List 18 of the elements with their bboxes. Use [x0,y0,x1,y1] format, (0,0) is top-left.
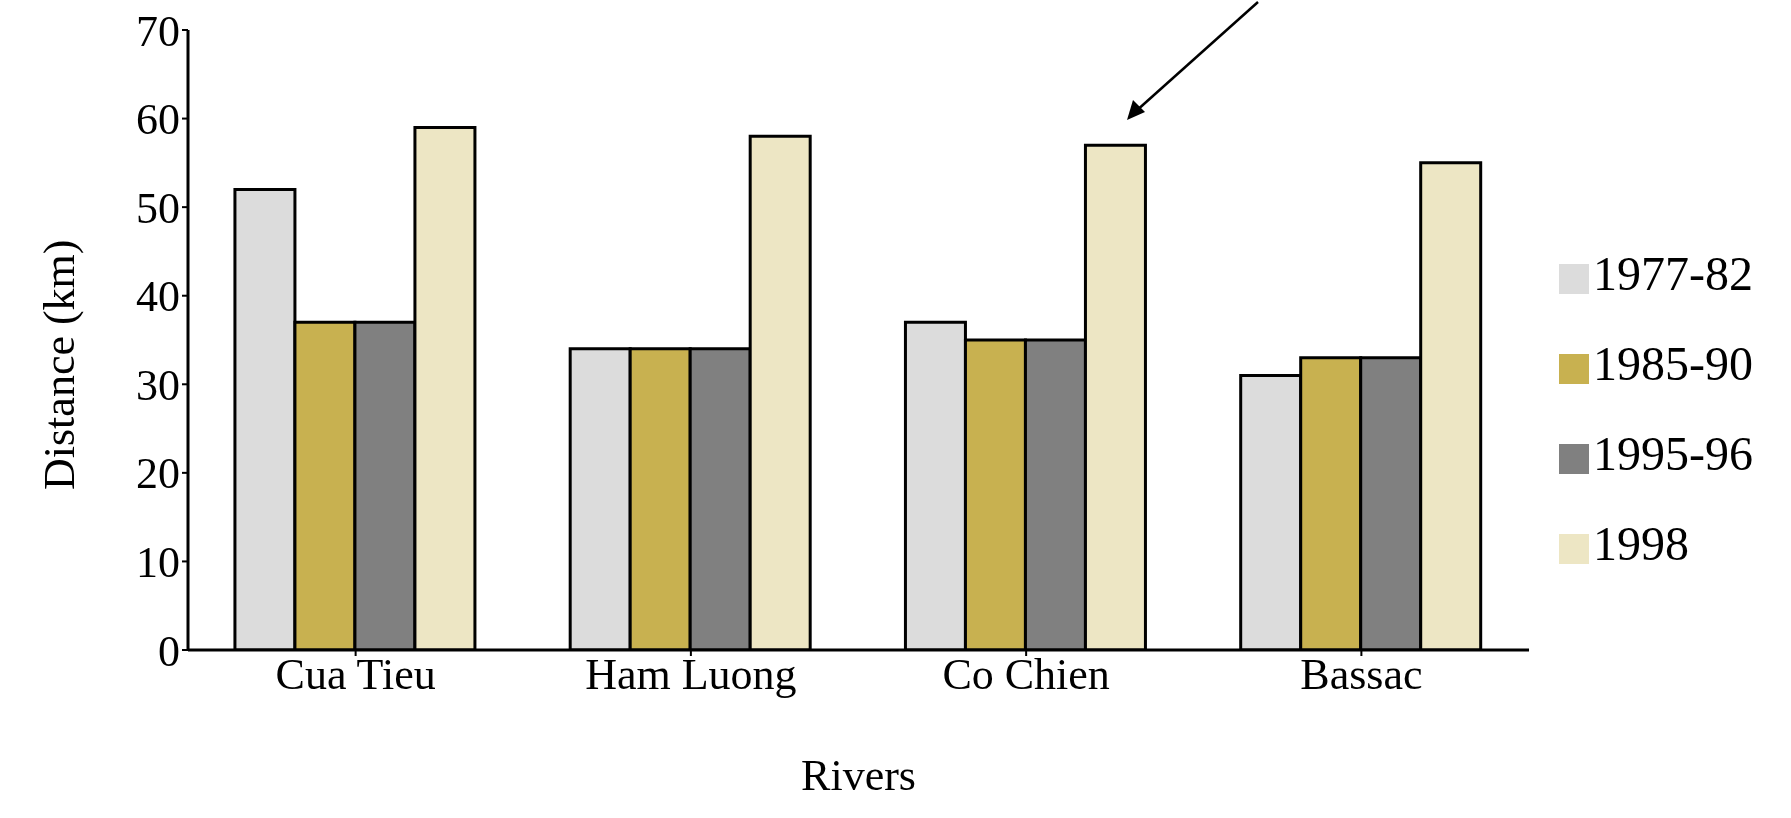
y-tick-label: 10 [136,538,180,588]
y-tick-label: 30 [136,360,180,410]
x-axis-title: Rivers [801,751,916,800]
y-tick-label: 20 [136,449,180,499]
y-tick-label: 40 [136,272,180,322]
x-tick-label: Cua Tieu [275,650,436,700]
y-tick-label: 0 [158,626,180,676]
y-tick-label: 60 [136,95,180,145]
legend-label: 1998 [1593,517,1690,570]
legend-label: 1985-90 [1593,337,1753,390]
x-tick-label: Co Chien [942,650,1110,700]
legend-label: 1977-82 [1593,247,1753,300]
x-tick-label: Ham Luong [585,650,797,700]
y-tick-label: 70 [136,6,180,56]
y-tick-label: 50 [136,183,180,233]
y-axis-title: Distance (km) [34,239,84,490]
legend-label: 1995-96 [1593,427,1753,480]
x-tick-label: Bassac [1300,650,1423,700]
